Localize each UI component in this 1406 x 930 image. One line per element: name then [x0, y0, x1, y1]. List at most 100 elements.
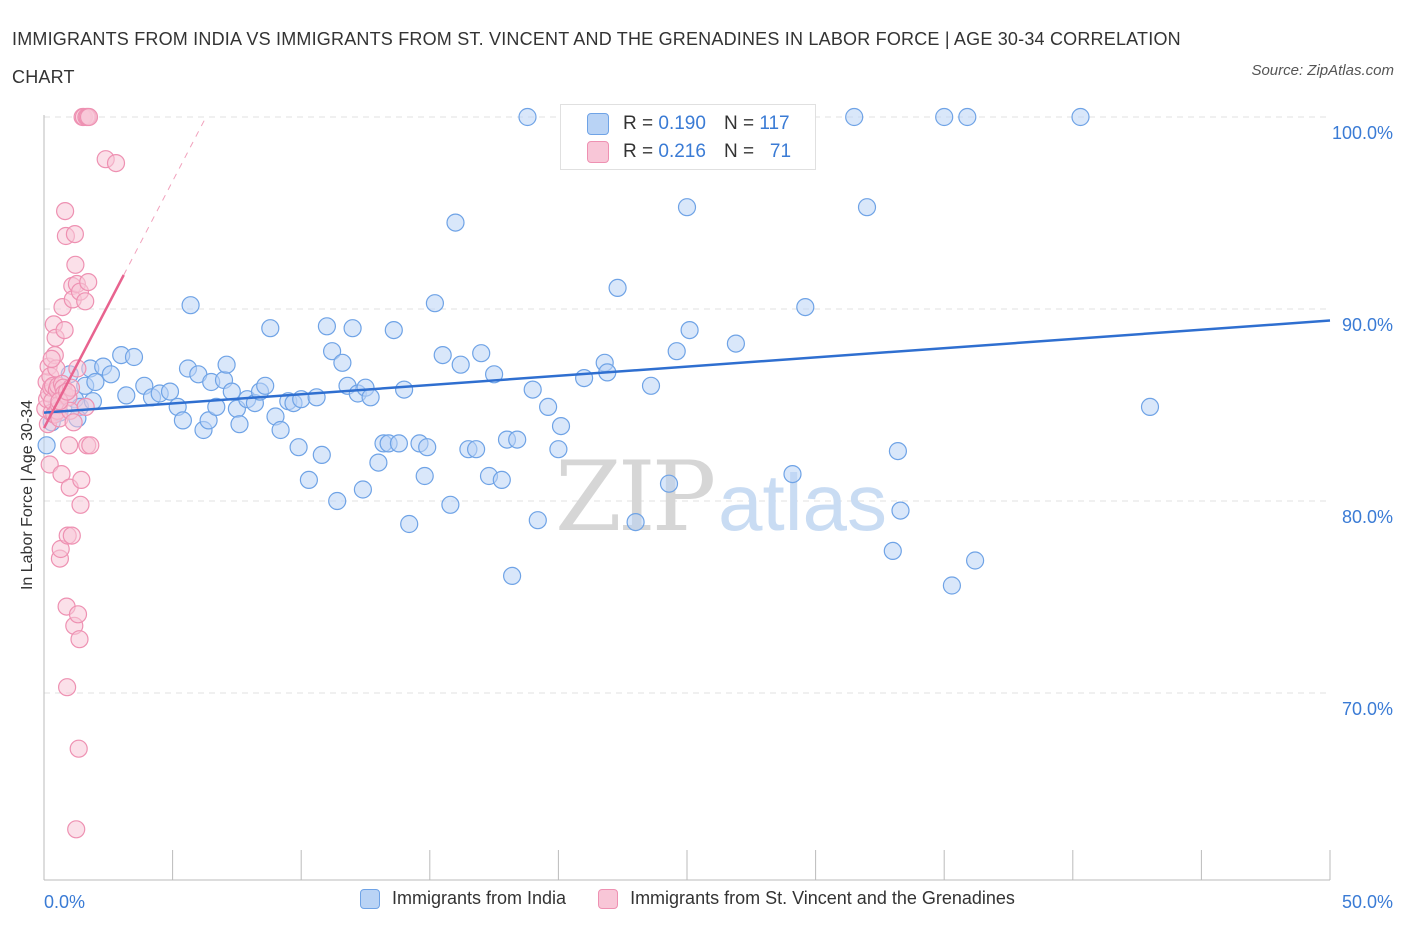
legend-r-label: R = — [623, 141, 654, 162]
tick-labels: 100.0% 90.0% 80.0% 70.0% 0.0% 50.0% — [44, 123, 1393, 912]
scatter-point — [641, 376, 661, 395]
scatter-point — [106, 154, 126, 173]
scatter-point — [199, 411, 218, 430]
trend-lines — [42, 116, 1331, 429]
watermark-atlas: atlas — [718, 458, 887, 547]
scatter-point — [441, 495, 460, 514]
scatter-point — [261, 319, 280, 338]
scatter-point — [67, 820, 86, 839]
scatter-point — [395, 380, 414, 399]
series-stvincent-points — [36, 107, 126, 839]
scatter-point — [965, 551, 985, 570]
scatter-point — [361, 388, 380, 407]
scatter-point — [40, 455, 59, 474]
legend-swatch-stvincent — [587, 141, 609, 163]
scatter-point — [796, 298, 815, 317]
legend-swatch-stvincent — [598, 888, 619, 909]
scatter-point — [958, 107, 977, 127]
watermark-zip: ZIP — [555, 441, 714, 553]
scatter-point — [42, 349, 61, 368]
scatter-point — [124, 347, 144, 367]
scatter-point — [389, 434, 408, 453]
correlation-legend: R = 0.190 N = 117 R = 0.216 N = 71 — [560, 104, 816, 170]
legend-r-label: R = — [623, 113, 654, 134]
legend-swatch-india — [360, 888, 380, 909]
scatter-point — [845, 107, 864, 127]
y-tick-label: 70.0% — [1342, 699, 1393, 719]
scatter-point — [508, 430, 527, 449]
scatter-point — [62, 526, 81, 545]
x-tick-label-max: 50.0% — [1342, 892, 1393, 912]
scatter-point — [400, 514, 419, 534]
scatter-point — [888, 442, 908, 461]
scatter-point — [289, 438, 308, 457]
watermark: ZIP atlas — [555, 441, 887, 553]
scatter-point — [518, 107, 537, 127]
scatter-point — [72, 470, 91, 489]
scatter-point — [446, 213, 465, 232]
legend-item-india: Immigrants from India — [360, 888, 566, 909]
legend-row-stvincent: R = 0.216 N = 71 — [587, 138, 791, 166]
scatter-point — [328, 491, 347, 511]
scatter-point — [79, 107, 99, 127]
scatter-point — [726, 334, 746, 353]
scatter-point — [369, 453, 388, 472]
scatter-point — [574, 369, 594, 388]
scatter-point — [37, 436, 56, 455]
scatter-point — [69, 739, 88, 758]
scatter-point — [935, 107, 954, 127]
legend-n-label: N = — [723, 113, 755, 134]
scatter-point — [492, 470, 511, 489]
y-tick-label: 90.0% — [1342, 315, 1393, 335]
scatter-point — [60, 436, 79, 455]
scatter-point — [256, 376, 275, 395]
scatter-point — [467, 440, 486, 459]
scatter-point — [451, 355, 470, 374]
scatter-point — [343, 319, 362, 338]
scatter-point — [659, 474, 679, 493]
scatter-point — [942, 576, 962, 595]
trend-line-india — [43, 319, 1331, 414]
scatter-point — [207, 397, 226, 416]
x-tick-label-min: 0.0% — [44, 892, 85, 912]
scatter-point — [883, 541, 902, 561]
scatter-point — [783, 465, 802, 484]
scatter-point — [299, 470, 318, 489]
scatter-point — [64, 413, 83, 432]
scatter-point — [52, 465, 71, 484]
scatter-point — [528, 511, 547, 530]
legend-r-value: 0.190 — [658, 113, 706, 134]
legend-n-value: 117 — [759, 113, 790, 134]
scatter-point — [312, 445, 331, 464]
scatter-point — [55, 321, 74, 340]
scatter-point — [333, 353, 352, 372]
legend-item-stvincent: Immigrants from St. Vincent and the Gren… — [598, 888, 1015, 909]
scatter-point — [538, 397, 558, 416]
scatter-point — [307, 388, 326, 407]
scatter-point — [384, 321, 403, 340]
y-tick-label: 100.0% — [1332, 123, 1393, 143]
y-tick-label: 80.0% — [1342, 507, 1393, 527]
legend-r-value: 0.216 — [658, 141, 706, 162]
trend-line-stvincent-extension — [123, 116, 207, 276]
scatter-point — [677, 198, 697, 217]
scatter-point — [181, 296, 200, 315]
legend-label-india: Immigrants from India — [392, 888, 567, 908]
scatter-point — [117, 386, 136, 405]
scatter-point — [608, 278, 627, 297]
legend-label-stvincent: Immigrants from St. Vincent and the Gren… — [630, 888, 1015, 908]
scatter-point — [1071, 107, 1090, 127]
scatter-point — [418, 438, 437, 457]
scatter-point — [68, 605, 88, 624]
scatter-point — [680, 321, 699, 340]
axes — [43, 115, 1331, 881]
scatter-point — [86, 372, 105, 392]
scatter-point — [160, 382, 180, 401]
scatter-point — [857, 198, 877, 217]
scatter-point — [1140, 397, 1160, 416]
scatter-point — [472, 344, 491, 363]
scatter-point — [415, 466, 434, 486]
scatter-point — [353, 480, 372, 499]
scatter-point — [667, 342, 686, 361]
